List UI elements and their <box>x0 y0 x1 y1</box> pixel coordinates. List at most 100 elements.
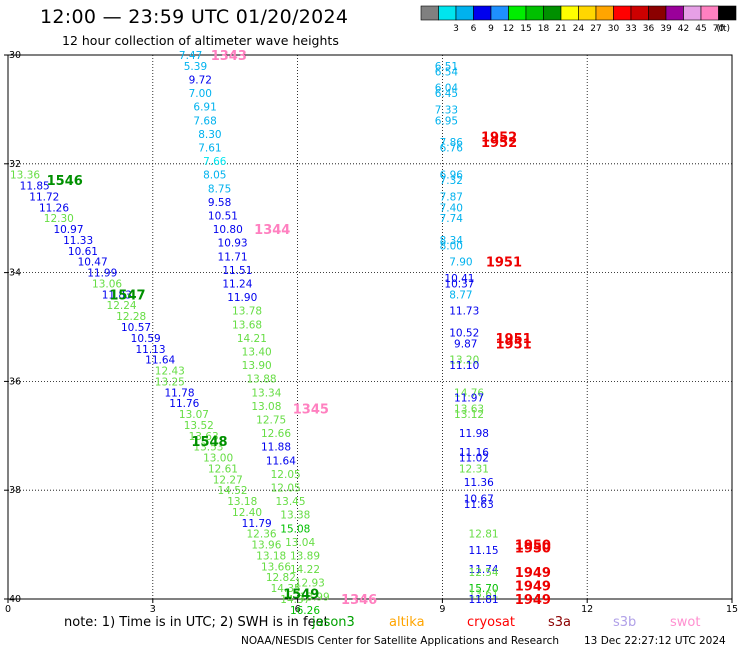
wave-height-value: 11.73 <box>449 306 479 318</box>
wave-height-value: 7.47 <box>179 50 202 62</box>
wave-height-value: 11.33 <box>63 235 93 247</box>
wave-height-value: 8.00 <box>440 240 463 252</box>
legend-swatch <box>630 5 649 21</box>
wave-height-value: 6.45 <box>435 88 458 100</box>
x-tick-label: 15 <box>726 604 738 615</box>
wave-height-value: 12.81 <box>469 529 499 541</box>
wave-height-value: 11.83 <box>102 289 132 301</box>
wave-height-value: 10.59 <box>131 333 161 345</box>
legend-value-label: 33 <box>625 24 636 34</box>
pass-number-label: 1343 <box>211 49 247 64</box>
wave-height-value: 10.61 <box>68 246 98 258</box>
legend-swatch <box>665 5 684 21</box>
wave-height-value: 13.52 <box>184 420 214 432</box>
satellite-legend-label: jason3 <box>311 615 355 630</box>
legend-swatch <box>595 5 614 21</box>
y-tick-label: 38 <box>9 485 21 496</box>
wave-height-value: 13.20 <box>449 355 479 367</box>
pass-number-label: 1548 <box>191 435 227 450</box>
legend-value-label: 18 <box>538 24 550 34</box>
satellite-legend-label: cryosat <box>467 615 515 630</box>
wave-height-value: 13.06 <box>92 278 122 290</box>
wave-height-value: 8.77 <box>449 289 472 301</box>
wave-height-value: 13.36 <box>10 170 40 182</box>
x-tick-label: 9 <box>439 604 445 615</box>
wave-height-value: 7.86 <box>440 137 464 149</box>
legend-value-label: 24 <box>573 24 585 34</box>
wave-height-value: 11.24 <box>222 278 252 290</box>
legend-value-label: 39 <box>660 24 672 34</box>
wave-height-value: 12.93 <box>295 578 325 590</box>
legend-swatch <box>578 5 597 21</box>
wave-height-value: 10.37 <box>444 278 474 290</box>
legend-swatch <box>438 5 457 21</box>
pass-number-label: 1949 <box>515 593 551 608</box>
pass-number-label: 1949 <box>515 579 551 594</box>
pass-number-label: 1546 <box>47 174 83 189</box>
wave-height-value: 10.52 <box>449 327 479 339</box>
x-tick-label: 3 <box>150 604 156 615</box>
wave-height-value: 11.13 <box>135 344 165 356</box>
pass-number-label: 1952 <box>481 136 517 151</box>
legend-value-label: 42 <box>678 24 689 34</box>
wave-height-value: 15.70 <box>469 583 499 595</box>
legend-swatch <box>455 5 474 21</box>
wave-height-value: 14.76 <box>454 387 484 399</box>
pass-number-label: 1949 <box>515 566 551 581</box>
wave-height-value: 12.05 <box>271 469 301 481</box>
wave-height-value: 6.95 <box>435 115 458 127</box>
wave-height-value: 7.33 <box>435 104 458 116</box>
wave-height-value: 13.04 <box>285 537 315 549</box>
wave-height-value: 13.66 <box>261 561 291 573</box>
pass-number-label: 1951 <box>495 337 531 352</box>
wave-height-value: 13.00 <box>203 453 233 465</box>
pass-number-label: 1547 <box>109 288 145 303</box>
wave-height-value: 12.82 <box>266 572 296 584</box>
wave-height-value: 10.51 <box>208 210 238 222</box>
wave-height-value: 13.78 <box>232 306 262 318</box>
wave-height-value: 13.08 <box>251 401 281 413</box>
wave-height-value: 13.25 <box>155 376 185 388</box>
pass-number-label: 1950 <box>515 539 551 554</box>
legend-swatch <box>683 5 702 21</box>
legend-value-label: 30 <box>608 24 620 34</box>
wave-height-value: 12.61 <box>208 463 238 475</box>
note-line: note: 1) Time is in UTC; 2) SWH is in fe… <box>64 615 700 630</box>
legend-unit: (ft) <box>716 24 730 34</box>
wave-height-value: 11.78 <box>164 387 194 399</box>
wave-height-value: 7.40 <box>440 202 463 214</box>
pass-number-label: 1346 <box>341 593 377 608</box>
pass-number-label: 1950 <box>515 541 551 556</box>
legend-swatch <box>718 5 737 21</box>
legend-swatch <box>420 5 439 21</box>
wave-height-value: 6.54 <box>435 66 459 78</box>
wave-height-value: 6.91 <box>193 102 216 114</box>
wave-height-value: 12.31 <box>459 463 489 475</box>
x-tick-label: 12 <box>581 604 593 615</box>
legend-value-label: 36 <box>643 24 655 34</box>
legend-value-label: 3 <box>453 24 459 34</box>
altimeter-observations: 7.475.399.72 7.00 6.917.68 8.307.61 7.66 8.05… <box>10 50 499 617</box>
wave-height-value: 11.90 <box>227 292 257 304</box>
wave-height-value: 8.75 <box>208 183 231 195</box>
wave-height-value: 11.36 <box>464 477 494 489</box>
wave-height-value: 11.64 <box>145 355 175 367</box>
legend-value-label: 45 <box>695 24 706 34</box>
wave-height-value: 13.61 <box>469 589 499 601</box>
wave-height-value: 13.63 <box>454 404 484 416</box>
wave-height-value: 14.22 <box>290 564 320 576</box>
satellite-legend-label: s3b <box>613 615 636 630</box>
grid-lines <box>8 55 732 599</box>
wave-height-value: 6.96 <box>440 170 464 182</box>
wave-height-value: 14.52 <box>218 485 248 497</box>
pass-number-label: 1952 <box>481 131 517 146</box>
wave-height-value: 13.07 <box>179 409 209 421</box>
wave-height-value: 10.97 <box>53 224 83 236</box>
wave-height-value: 11.74 <box>469 564 499 576</box>
wave-height-value: 6.76 <box>440 142 464 154</box>
pass-number-label: 1951 <box>486 256 522 271</box>
wave-height-value: 7.61 <box>198 142 221 154</box>
page-title: 12:00 — 23:59 UTC 01/20/2024 <box>40 6 349 28</box>
wave-height-value: 11.16 <box>459 447 489 459</box>
